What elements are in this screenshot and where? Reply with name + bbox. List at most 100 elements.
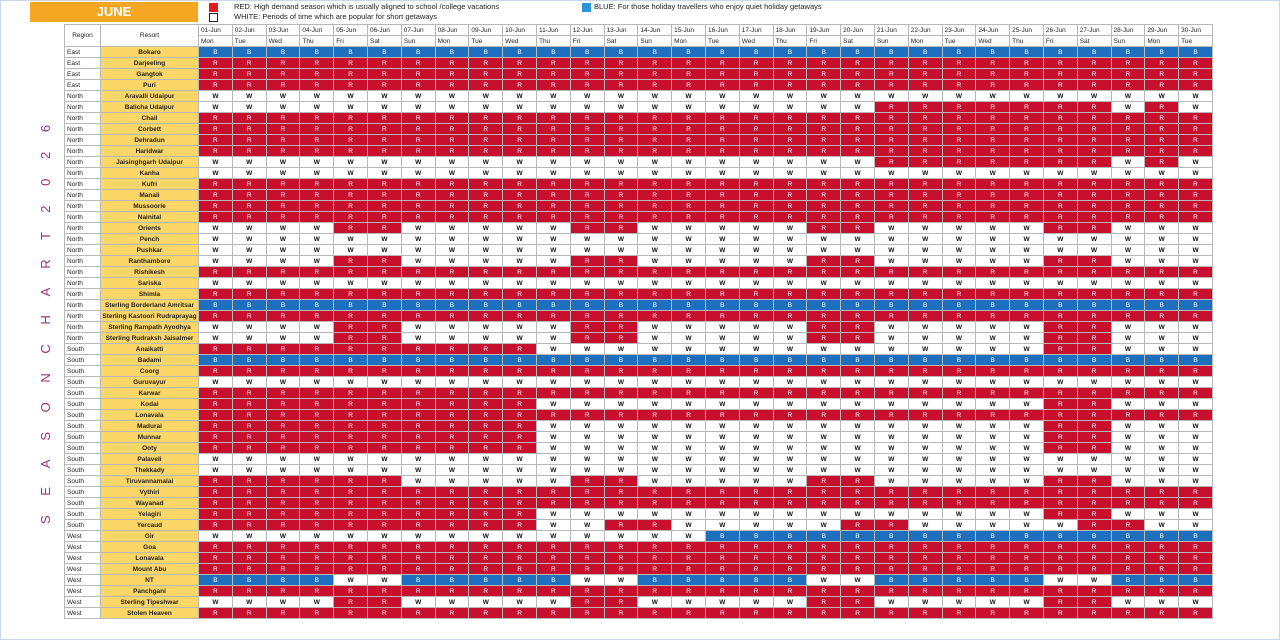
season-cell: B (333, 46, 368, 58)
season-cell: W (1009, 453, 1044, 465)
season-cell: W (569, 508, 605, 520)
season-cell: B (975, 299, 1011, 311)
season-cell: W (738, 464, 774, 476)
season-cell: R (603, 57, 639, 69)
season-cell: R (772, 585, 808, 597)
season-cell: W (1178, 244, 1213, 256)
season-cell: R (975, 409, 1011, 421)
season-cell: R (333, 398, 368, 410)
season-cell: R (535, 211, 571, 223)
resort-cell: Coorg (100, 365, 199, 377)
season-cell: R (975, 288, 1011, 300)
season-cell: W (1178, 222, 1213, 234)
season-cell: R (873, 607, 909, 619)
season-cell: W (637, 321, 673, 333)
season-cell: R (1009, 497, 1044, 509)
region-cell: South (64, 431, 101, 443)
season-cell: R (1076, 200, 1112, 212)
season-cell: W (840, 464, 875, 476)
season-cell: W (1076, 90, 1112, 102)
season-cell: R (1009, 211, 1044, 223)
resort-cell: Anaikatti (100, 343, 199, 355)
season-cell: R (569, 321, 605, 333)
season-cell: R (366, 134, 402, 146)
season-cell: W (1009, 596, 1044, 608)
season-cell: W (502, 596, 537, 608)
resort-cell: Karwar (100, 387, 199, 399)
region-cell: South (64, 376, 101, 388)
season-cell: W (738, 431, 774, 443)
season-cell: R (840, 387, 875, 399)
resort-cell: Stolen Heaven (100, 607, 199, 619)
season-cell: R (569, 288, 605, 300)
season-cell: R (1110, 200, 1146, 212)
date-header: 17-Jun (738, 24, 774, 36)
season-cell: W (1009, 398, 1044, 410)
season-cell: W (1178, 277, 1213, 289)
season-cell: B (806, 46, 842, 58)
weekday-header: Thu (299, 35, 335, 47)
resort-cell: Kodai (100, 398, 199, 410)
season-cell: R (873, 288, 909, 300)
season-cell: W (1110, 431, 1146, 443)
season-cell: R (941, 112, 977, 124)
table-row: North Kufri R R R R R R R R R R R R R R R R R R R R R R R R R R R R R R (64, 178, 1213, 190)
season-cell: R (1144, 101, 1180, 113)
season-cell: B (535, 354, 571, 366)
season-cell: W (806, 156, 842, 168)
season-cell: W (738, 244, 774, 256)
season-cell: W (265, 453, 301, 465)
season-cell: B (1110, 299, 1146, 311)
season-cell: B (671, 574, 706, 586)
season-cell: R (299, 200, 335, 212)
season-cell: R (502, 497, 537, 509)
season-cell: B (366, 299, 402, 311)
season-cell: R (535, 57, 571, 69)
season-cell: R (1178, 563, 1213, 575)
season-cell: W (400, 222, 436, 234)
season-cell: W (637, 90, 673, 102)
season-cell: W (1076, 453, 1112, 465)
season-cell: R (907, 68, 943, 80)
season-cell: R (772, 563, 808, 575)
season-cell: R (704, 178, 740, 190)
season-cell: R (502, 420, 537, 432)
season-cell: W (806, 343, 842, 355)
season-cell: R (907, 156, 943, 168)
season-cell: R (704, 200, 740, 212)
season-cell: B (941, 574, 977, 586)
season-cell: W (772, 277, 808, 289)
season-cell: R (975, 101, 1011, 113)
season-cell: B (738, 46, 774, 58)
season-cell: W (873, 321, 909, 333)
season-cell: W (333, 167, 368, 179)
season-cell: W (772, 475, 808, 487)
season-cell: R (231, 134, 267, 146)
season-cell: R (637, 79, 673, 91)
season-cell: W (400, 530, 436, 542)
season-cell: W (231, 530, 267, 542)
season-cell: R (1042, 288, 1078, 300)
season-cell: R (1076, 486, 1112, 498)
season-cell: R (265, 266, 301, 278)
season-cell: W (366, 277, 402, 289)
season-cell: W (198, 156, 233, 168)
season-cell: B (1110, 354, 1146, 366)
season-cell: W (569, 233, 605, 245)
season-cell: R (738, 189, 774, 201)
season-cell: R (941, 101, 977, 113)
resort-cell: NT (100, 574, 199, 586)
season-cell: R (1009, 145, 1044, 157)
season-cell: R (637, 607, 673, 619)
season-cell: W (738, 475, 774, 487)
season-cell: W (873, 90, 909, 102)
season-cell: W (333, 453, 368, 465)
season-cell: B (907, 354, 943, 366)
season-cell: B (738, 299, 774, 311)
season-cell: R (840, 552, 875, 564)
season-cell: R (873, 189, 909, 201)
season-cell: W (1076, 244, 1112, 256)
season-cell: R (704, 552, 740, 564)
season-cell: W (873, 376, 909, 388)
season-cell: W (941, 442, 977, 454)
